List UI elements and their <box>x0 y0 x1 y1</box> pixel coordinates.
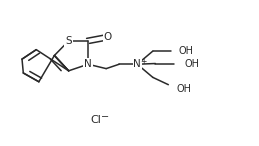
Text: N: N <box>133 59 141 69</box>
Text: Cl: Cl <box>91 115 102 125</box>
Text: −: − <box>101 112 109 122</box>
Text: OH: OH <box>176 84 191 94</box>
Text: +: + <box>140 57 146 66</box>
Text: OH: OH <box>184 59 199 68</box>
Text: S: S <box>65 36 72 46</box>
Text: O: O <box>103 32 112 42</box>
Text: N: N <box>84 59 92 69</box>
Text: OH: OH <box>179 46 194 56</box>
